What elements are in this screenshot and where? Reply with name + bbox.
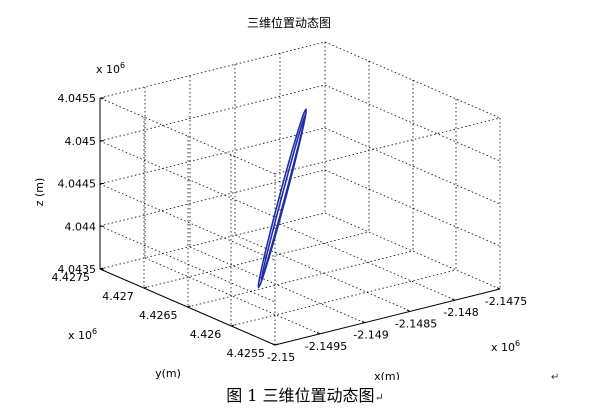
z-tick-label: 4.044	[65, 220, 97, 233]
y-tick-label: 4.4265	[139, 309, 178, 322]
x-tick-label: -2.1495	[305, 340, 347, 353]
x-axis-label: x(m)	[374, 370, 400, 380]
x-tick	[271, 343, 276, 346]
x-tick	[406, 309, 411, 312]
y-axis-label: y(m)	[155, 367, 181, 380]
y-tick-label: 4.4275	[52, 271, 91, 284]
y-tick-label: 4.4255	[227, 347, 266, 360]
figure-caption: 图 1 三维位置动态图↵	[226, 386, 384, 405]
x-tick	[361, 320, 366, 324]
z-tick-label: 4.0445	[58, 178, 97, 191]
x-tick-label: -2.15	[267, 351, 295, 364]
y-tick	[187, 305, 191, 308]
x-tick	[451, 298, 456, 301]
x-tick-label: -2.149	[353, 329, 388, 342]
x-tick	[496, 287, 501, 290]
x-tick	[316, 332, 321, 335]
paragraph-mark: ↵	[551, 372, 560, 383]
z-axis-label: z (m)	[33, 178, 46, 207]
z-exponent-label: x 106	[96, 61, 125, 76]
x-exponent-label: x 106	[491, 339, 520, 354]
z-tick-label: 4.0435	[58, 263, 97, 276]
x-tick-label: -2.148	[443, 306, 478, 319]
z-tick-label: 4.0455	[58, 92, 97, 105]
y-tick	[231, 324, 235, 327]
y-tick	[143, 286, 147, 289]
chart-title: 三维位置动态图	[247, 15, 331, 30]
x-tick-label: -2.1475	[485, 295, 527, 308]
x-tick-label: -2.1485	[395, 317, 437, 330]
trajectory-loop-outer	[257, 108, 308, 289]
tick-labels: -2.15 -2.1495 -2.149 -2.1485 -2.148 -2.1475 4.…	[52, 92, 528, 364]
y-tick	[274, 343, 279, 346]
chart-3d: 三维位置动态图 x 106 x 106 x 106 z (m) y(m) x(m…	[33, 15, 528, 380]
z-tick-label: 4.045	[65, 135, 97, 148]
trajectory-loop-inner	[260, 113, 307, 282]
y-tick-label: 4.427	[102, 290, 134, 303]
y-tick-label: 4.426	[190, 328, 222, 341]
grid-lines	[99, 41, 501, 346]
axis-ticks	[99, 97, 501, 346]
trajectory-series	[257, 108, 308, 289]
y-exponent-label: x 106	[68, 327, 97, 342]
